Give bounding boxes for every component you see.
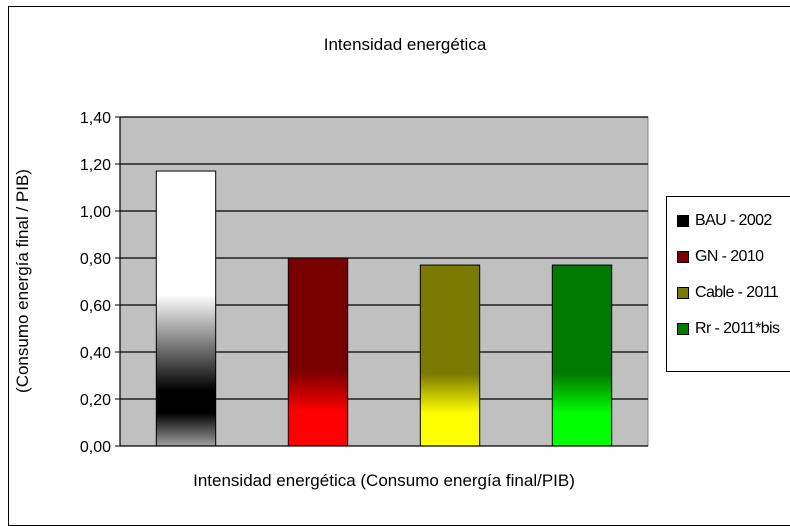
- axes: [115, 116, 648, 447]
- legend-label: BAU - 2002: [695, 212, 772, 229]
- bar-rr-2011-bis: [551, 264, 613, 447]
- legend: BAU - 2002 GN - 2010 Cable - 2011 Rr - 2011…: [666, 196, 790, 372]
- y-axis-label: (Consumo energía final / PIB): [13, 169, 32, 393]
- legend-item: Rr - 2011*bis: [677, 319, 780, 339]
- y-tick-label: 1,00: [80, 204, 111, 221]
- y-tick-label: 0,80: [80, 251, 111, 268]
- legend-item: GN - 2010: [677, 247, 764, 267]
- x-axis-label: Intensidad energética (Consumo energía f…: [193, 471, 575, 490]
- y-tick-label: 0,40: [80, 345, 111, 362]
- y-tick-labels: 0,00 0,20 0,40 0,60 0,80 1,00 1,20 1,40: [80, 110, 111, 456]
- legend-swatch: [677, 215, 689, 227]
- bar-cable-2011: [419, 264, 481, 447]
- legend-swatch: [677, 251, 689, 263]
- y-tick-label: 0,00: [80, 439, 111, 456]
- y-tick-label: 0,60: [80, 298, 111, 315]
- bars: [155, 170, 613, 447]
- legend-swatch: [677, 287, 689, 299]
- legend-swatch: [677, 323, 689, 335]
- legend-label: GN - 2010: [695, 248, 764, 265]
- chart-title: Intensidad energética: [324, 35, 487, 54]
- legend-label: Cable - 2011: [695, 284, 779, 301]
- bar-bau-2002: [155, 170, 217, 447]
- y-tick-label: 0,20: [80, 392, 111, 409]
- legend-item: BAU - 2002: [677, 211, 772, 231]
- y-tick-label: 1,40: [80, 110, 111, 127]
- bar-gn-2010: [287, 257, 349, 447]
- legend-label: Rr - 2011*bis: [695, 320, 780, 337]
- y-tick-label: 1,20: [80, 157, 111, 174]
- legend-item: Cable - 2011: [677, 283, 779, 303]
